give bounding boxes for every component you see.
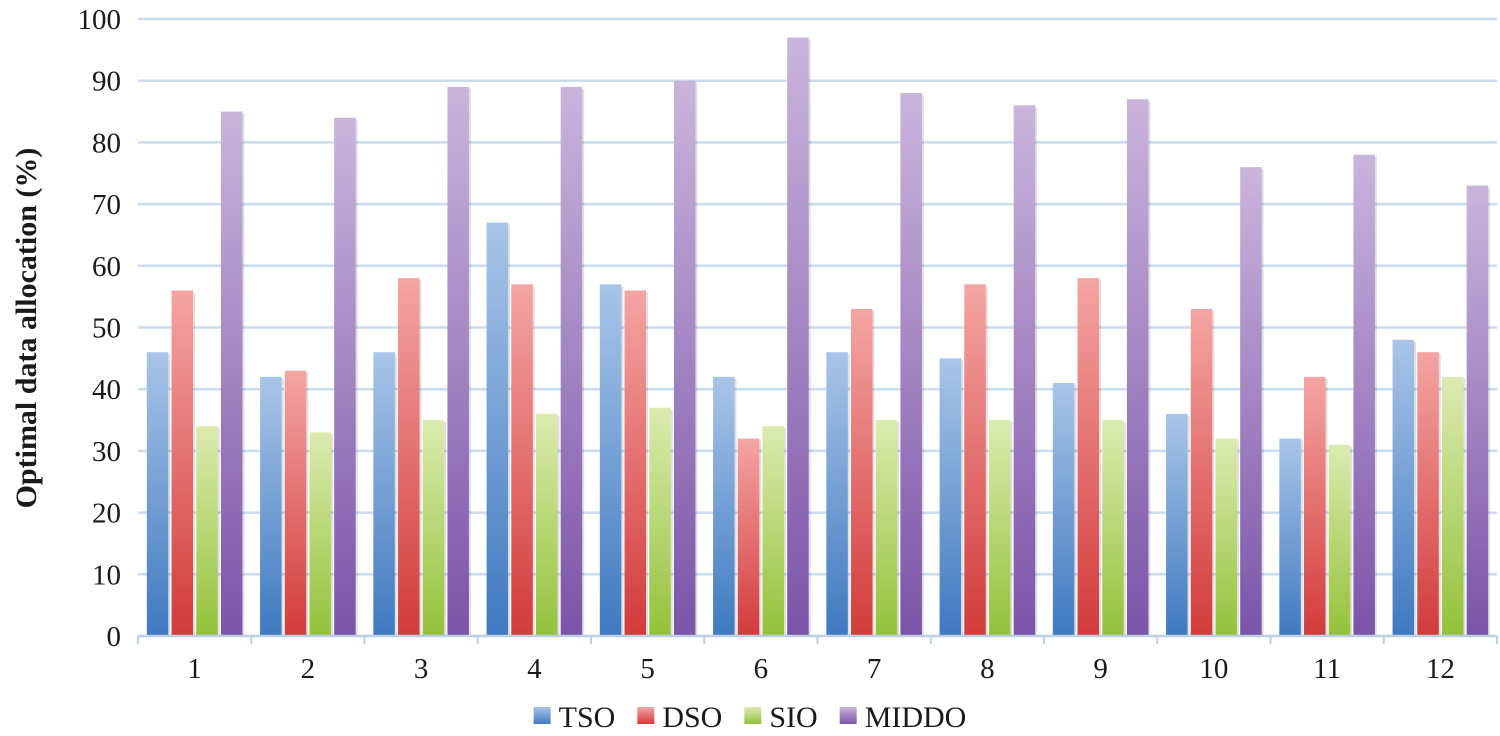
bar-tso-9: [1052, 383, 1075, 636]
bar-dso-4: [511, 284, 533, 636]
x-tick-label: 7: [867, 653, 882, 685]
bar-dso-10: [1190, 308, 1213, 636]
y-tick-label: 70: [92, 189, 121, 221]
bar-dso-6: [737, 438, 760, 636]
bar-sio-9: [1102, 420, 1124, 636]
bar-middo-9: [1126, 99, 1149, 636]
y-tick-label: 10: [92, 559, 121, 591]
x-axis: [137, 634, 1498, 644]
y-tick-label: 80: [92, 127, 121, 159]
x-tick-label: 4: [527, 653, 542, 685]
y-tick-label: 50: [92, 313, 121, 345]
bar-tso-5: [599, 284, 622, 636]
x-tick-label: 2: [301, 653, 316, 685]
bar-tso-8: [939, 358, 962, 636]
bar-middo-1: [220, 111, 243, 637]
bar-sio-4: [535, 413, 558, 636]
bar-sio-5: [649, 407, 671, 636]
legend-swatch-tso: [533, 707, 551, 724]
bar-tso-12: [1392, 339, 1415, 636]
bar-middo-10: [1240, 167, 1262, 636]
bar-sio-6: [762, 426, 784, 636]
bar-dso-5: [624, 290, 647, 636]
bar-middo-12: [1466, 185, 1489, 636]
bar-middo-7: [900, 93, 922, 637]
x-tick-label: 5: [640, 653, 655, 685]
legend-label-tso: TSO: [559, 701, 616, 734]
x-tick-label: 9: [1093, 653, 1108, 685]
y-tick-label: 0: [107, 621, 122, 653]
legend-label-middo: MIDDO: [865, 701, 967, 734]
bar-dso-3: [398, 278, 420, 636]
bar-middo-2: [334, 117, 356, 637]
y-tick-label: 60: [92, 251, 121, 283]
bar-tso-11: [1279, 438, 1301, 636]
gridlines: [138, 17, 1497, 576]
bar-dso-12: [1417, 352, 1439, 636]
legend-swatch-middo: [839, 707, 857, 724]
bar-sio-3: [422, 420, 445, 636]
bar-dso-11: [1304, 376, 1326, 636]
bar-tso-1: [146, 352, 169, 636]
x-tick-label: 3: [414, 653, 429, 685]
x-tick-label: 6: [754, 653, 769, 685]
bar-middo-6: [787, 37, 809, 636]
bar-tso-10: [1166, 413, 1188, 636]
bar-sio-1: [196, 426, 218, 636]
bar-dso-8: [964, 284, 986, 636]
bar-tso-7: [826, 352, 848, 636]
bars: [146, 37, 1491, 637]
bar-tso-3: [373, 352, 395, 636]
x-tick-label: 12: [1426, 653, 1455, 685]
x-tick-label: 8: [980, 653, 995, 685]
bar-middo-4: [560, 86, 583, 637]
bar-tso-4: [486, 222, 509, 637]
y-axis-ticks: 0 10 20 30 40 50 60 70 80 90 100: [78, 4, 122, 653]
bar-dso-7: [851, 308, 873, 636]
x-tick-label: 11: [1313, 653, 1341, 685]
x-tick-label: 10: [1199, 653, 1228, 685]
y-tick-label: 90: [92, 66, 121, 98]
legend-swatch-dso: [637, 707, 655, 724]
legend: TSO DSO SIO MIDDO: [533, 701, 967, 734]
bar-dso-1: [171, 290, 194, 636]
bar-middo-8: [1013, 105, 1036, 636]
bar-tso-6: [713, 376, 735, 636]
y-axis-title: Optimal data allocation (%): [10, 148, 43, 509]
bar-sio-7: [875, 420, 898, 636]
bar-middo-3: [447, 86, 469, 637]
bar-sio-11: [1328, 444, 1351, 636]
legend-swatch-sio: [744, 707, 762, 724]
bar-sio-10: [1215, 438, 1237, 636]
bar-dso-9: [1077, 278, 1100, 636]
y-tick-label: 20: [92, 498, 121, 530]
bar-middo-5: [673, 80, 696, 636]
y-tick-label: 100: [78, 4, 122, 36]
y-tick-label: 40: [92, 374, 121, 406]
y-tick-label: 30: [92, 436, 121, 468]
x-axis-ticks: 1 2 3 4 5 6 7 8 9 10 11 12: [187, 653, 1455, 685]
legend-label-dso: DSO: [662, 701, 722, 734]
legend-label-sio: SIO: [769, 701, 817, 734]
bar-tso-2: [260, 376, 282, 636]
bar-sio-8: [988, 420, 1011, 636]
bar-middo-11: [1353, 154, 1375, 637]
bar-dso-2: [284, 370, 307, 636]
bar-sio-2: [309, 432, 331, 636]
bar-sio-12: [1441, 376, 1464, 636]
x-tick-label: 1: [187, 653, 202, 685]
